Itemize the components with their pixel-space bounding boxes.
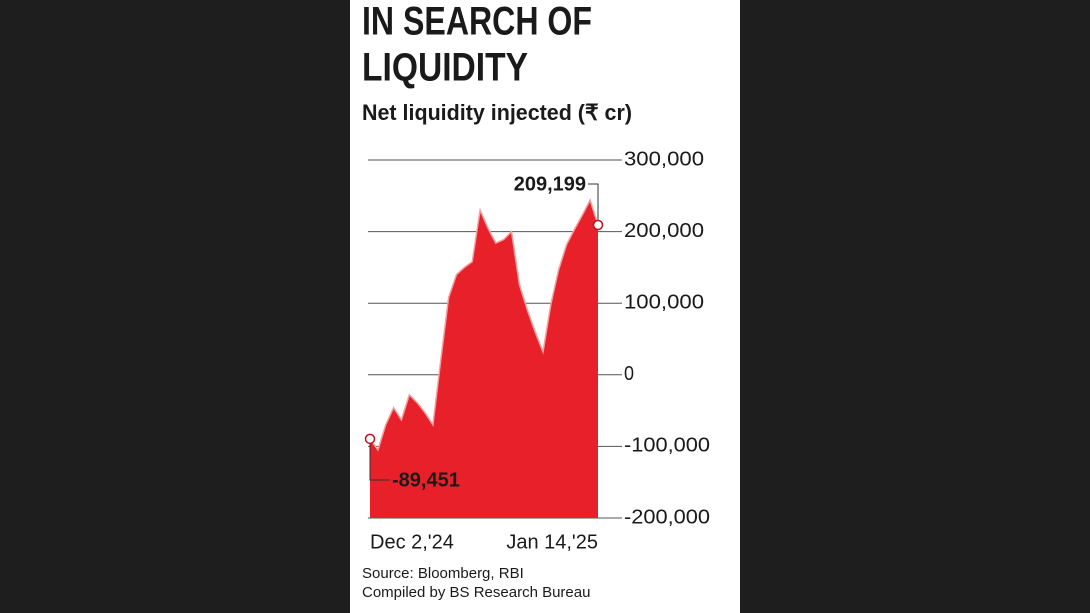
y-tick-label: 300,000 — [624, 148, 704, 170]
source-note: Source: Bloomberg, RBI — [362, 565, 524, 582]
data-point — [592, 219, 604, 231]
area-line — [369, 198, 599, 452]
y-tick-label: 0 — [624, 363, 634, 385]
data-point — [364, 433, 376, 445]
y-tick-label: 200,000 — [624, 220, 704, 242]
y-tick-label: -100,000 — [624, 435, 710, 457]
y-tick-label: 100,000 — [624, 291, 704, 313]
x-tick-label: Dec 2,'24 — [370, 531, 454, 553]
data-label: -89,451 — [392, 469, 460, 491]
source-note: Compiled by BS Research Bureau — [362, 584, 590, 601]
x-tick-label: Jan 14,'25 — [506, 531, 598, 553]
area — [370, 200, 598, 518]
chart-subtitle: Net liquidity injected (₹ cr) — [362, 100, 632, 125]
y-tick-label: -200,000 — [624, 506, 710, 528]
leader-line — [369, 438, 390, 481]
leader-line — [588, 183, 599, 226]
chart-title: IN SEARCH OF — [362, 0, 592, 44]
data-label: 209,199 — [514, 173, 586, 195]
chart-title: LIQUIDITY — [362, 46, 528, 90]
